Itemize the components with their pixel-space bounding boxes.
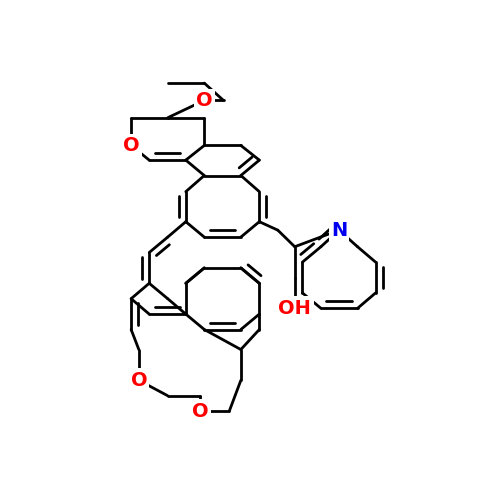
Text: O: O (130, 371, 147, 390)
Text: O: O (123, 136, 140, 155)
Text: O: O (192, 402, 208, 420)
Text: O: O (196, 91, 212, 110)
Text: N: N (331, 220, 347, 240)
Text: OH: OH (278, 299, 311, 318)
